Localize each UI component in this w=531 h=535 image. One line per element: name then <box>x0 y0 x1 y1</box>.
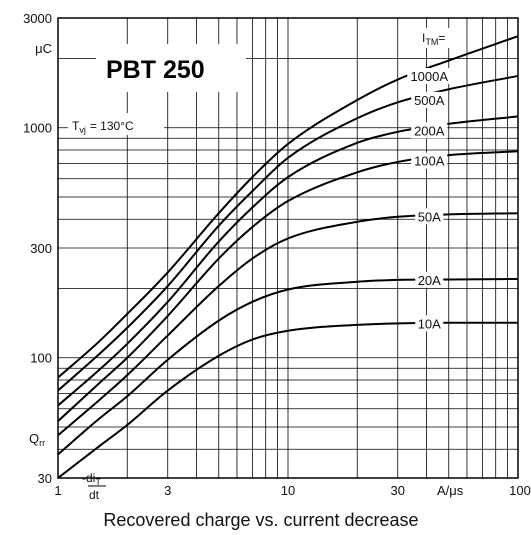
curve-label-bg <box>411 91 448 108</box>
chart-title: PBT 250 <box>106 56 205 84</box>
condition-box <box>68 113 164 135</box>
curve-label-200A: 200A <box>414 123 445 138</box>
chart-caption: Recovered charge vs. current decrease <box>103 510 418 530</box>
x-axis-denominator: dt <box>89 488 100 502</box>
x-tick-labels: 1 3 10 30 100 <box>54 483 530 498</box>
x-axis-unit: A/μs <box>437 483 464 498</box>
y-axis-symbol: Qrr <box>29 431 45 448</box>
condition-label: Tvj = 130°C <box>72 119 134 135</box>
curve-label-20A: 20A <box>418 273 441 288</box>
curve-label-bg <box>407 67 452 84</box>
plot-frame <box>57 17 519 479</box>
y-tick-label: 30 <box>38 471 52 486</box>
x-axis-numerator: -diT <box>82 471 101 487</box>
y-unit-box <box>28 39 54 55</box>
curve-label-1000A: 1000A <box>410 69 448 84</box>
curve-label-bg <box>415 208 444 225</box>
curve-label-50A: 50A <box>418 209 441 224</box>
curve-labels: 10A 20A 50A 100A 200A 500A 1000A <box>407 67 452 332</box>
title-box <box>96 44 246 92</box>
curve-label-100A: 100A <box>414 154 445 169</box>
y-tick-label: 100 <box>30 351 52 366</box>
x-tick-label: 3 <box>164 483 171 498</box>
curve-label-bg <box>415 271 444 288</box>
y-tick-label: 300 <box>30 241 52 256</box>
curve-label-bg <box>411 152 448 169</box>
y-tick-label: 3000 <box>23 11 52 26</box>
legend-header: ITM= <box>422 31 445 47</box>
y-tick-label: 1000 <box>23 121 52 136</box>
curve-label-500A: 500A <box>414 93 445 108</box>
curve-label-bg <box>415 315 444 332</box>
legend-header-box <box>418 28 460 48</box>
y-axis-unit: μC <box>35 41 52 56</box>
x-tick-label: 10 <box>281 483 295 498</box>
x-tick-label: 100 <box>509 483 531 498</box>
x-tick-label: 30 <box>391 483 405 498</box>
x-tick-label: 1 <box>54 483 61 498</box>
curve-label-10A: 10A <box>418 316 441 331</box>
y-tick-labels: 30 100 300 1000 3000 <box>23 11 52 486</box>
curve-label-bg <box>411 122 448 139</box>
